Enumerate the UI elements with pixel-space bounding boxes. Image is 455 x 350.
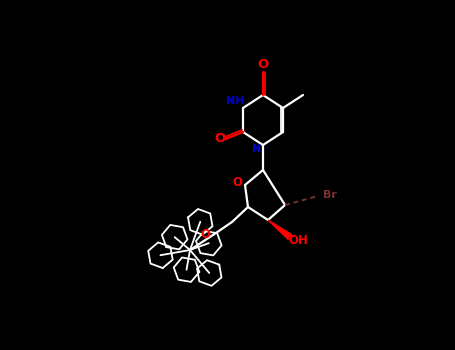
Text: Br: Br [323,190,337,200]
Polygon shape [268,220,292,239]
Text: O: O [232,176,242,189]
Text: OH: OH [288,233,308,246]
Text: O: O [258,58,268,71]
Text: O: O [214,133,226,146]
Text: O: O [200,229,210,241]
Text: N: N [253,144,262,154]
Text: NH: NH [226,96,244,106]
